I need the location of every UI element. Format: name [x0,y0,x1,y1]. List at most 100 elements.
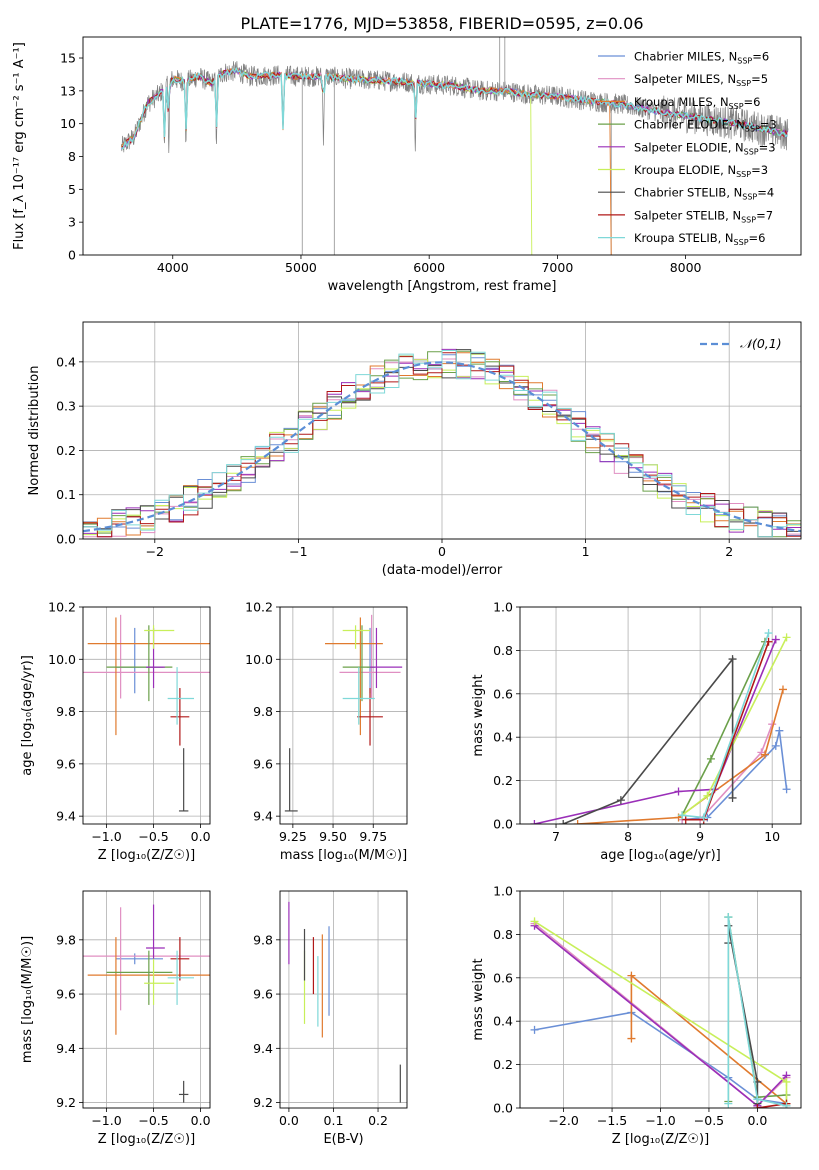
legend-label: Salpeter STELIB, NSSP=7 [634,208,773,224]
weight-marker [724,1099,733,1108]
weight-marker [771,741,780,750]
panel-spectrum: 4000 5000 6000 7000 8000 0 3 5 8 10 13 15 wavelength… [12,36,802,294]
x-tick-label: −1.0 [91,829,121,844]
errorbar-salpeter-stelib [170,937,190,981]
legend-sub: SSP [734,238,749,247]
y-tick-label: 0.0 [56,532,76,547]
errorbar-kroupa-elodie [144,958,175,1005]
errorbar-salpeter-miles [339,614,401,699]
weight-marker [573,820,582,824]
y-tick-label: 9.4 [56,1041,76,1056]
weight-marker [782,785,791,794]
y-tick-label: 9.8 [56,932,76,947]
panel-age-vs-Z: −1.0 −0.5 0.0 9.4 9.6 9.8 10.0 10.2 Z [log₁₀(Z/Z… [20,600,211,864]
plot-area-weight-vs-Z [530,913,791,1108]
weight-marker [778,685,787,694]
y-tick-label: 0.2 [493,773,513,788]
y-tick-label: 0.6 [493,970,513,985]
y-tick-label: 9.8 [253,704,273,719]
y-tick-label: 10.0 [48,652,76,667]
y-tick-label: 8 [68,149,76,164]
x-axis-label: wavelength [Angstrom, rest frame] [328,279,557,294]
y-axis-label: mass weight [471,958,486,1040]
legend-sub: SSP [744,147,759,156]
legend-label: Kroupa STELIB, NSSP=6 [634,231,765,247]
x-tick-label: 1 [582,544,590,559]
legend-label: Kroupa ELODIE, NSSP=3 [634,163,768,179]
weight-marker [775,726,784,735]
plot-area-mass-vs-ebv [288,901,401,1103]
plots-group: 4000 5000 6000 7000 80000358101315wavelength… [12,36,802,1147]
x-tick-label: 7 [552,829,560,844]
x-axis-label: age [log₁₀(age/yr)] [600,848,721,863]
errorbar-kroupa-miles [325,617,383,736]
x-tick-label: 0.0 [279,1113,299,1128]
x-tick-label: 0.2 [368,1113,388,1128]
weight-line-kroupa-miles [577,689,784,824]
y-tick-label: 0.8 [493,643,513,658]
x-tick-label: −2.0 [548,1113,578,1128]
y-tick-label: 9.6 [56,756,76,771]
x-tick-label: 9 [696,829,704,844]
x-axis-label: (data-model)/error [382,563,503,578]
spectrum-legend: Chabrier MILES, NSSP=6 Salpeter MILES, NS… [598,50,777,247]
legend-sub: SSP [736,170,751,179]
axes-frame [279,890,408,1109]
errorbar-salpeter-miles [83,907,210,1011]
axes-frame [82,321,802,540]
x-tick-label: −0.5 [138,1113,168,1128]
errorbar-salpeter-stelib [357,688,383,746]
spectrum-model-kroupa-stelib [121,66,788,150]
plot-area-age-vs-Z [83,614,210,812]
x-tick-label: 0.1 [324,1113,344,1128]
figure-title: PLATE=1776, MJD=53858, FIBERID=0595, z=0… [240,14,643,33]
y-axis-label: Normed distribution [27,366,42,496]
errorbar-chabrier-miles [115,953,163,965]
errorbar-kroupa-elodie [144,625,175,649]
x-tick-label: −1.0 [645,1113,675,1128]
panel-mass-vs-ebv: 0.0 0.1 0.2 9.2 9.4 9.6 9.8 E(B-V) [253,890,408,1147]
y-tick-label: 9.2 [253,1095,273,1110]
weight-marker [782,1101,791,1108]
y-tick-label: 0.2 [493,1057,513,1072]
x-tick-label: −2 [146,544,164,559]
gaussian-reference-line [83,361,801,533]
legend-count: =6 [744,95,761,109]
y-tick-label: 9.6 [253,756,273,771]
weight-line-chabrier-stelib [562,656,734,824]
weight-marker [753,1104,762,1108]
legend-label: Kroupa MILES, NSSP=6 [634,95,760,111]
weight-line-salpeter-elodie [534,639,777,824]
errorbar-chabrier-miles [366,627,374,694]
y-tick-label: 9.4 [253,809,273,824]
y-tick-label: 0.2 [56,443,76,458]
weight-marker [724,913,733,922]
legend-count: =3 [760,118,777,132]
legend-label: Salpeter MILES, NSSP=5 [634,72,768,88]
weight-marker [760,750,769,759]
x-tick-label: 0 [438,544,446,559]
panel-weight-vs-Z: −2.0 −1.5 −1.0 −0.5 0.0 0.0 0.2 0.4 0.6 0.8 1.0 Z [… [471,884,802,1147]
y-tick-label: 3 [68,215,76,230]
errorbar-chabrier-stelib [178,1080,189,1103]
y-axis-label: mass weight [471,674,486,756]
weight-marker [616,796,625,805]
y-tick-label: 0.1 [56,487,76,502]
y-tick-label: 0.0 [493,1101,513,1116]
weight-marker [782,633,791,642]
errorbar-salpeter-elodie [146,904,165,959]
axes-frame [279,606,408,825]
y-tick-label: 0 [68,248,76,263]
weight-marker [678,811,687,820]
x-tick-label: 9.25 [279,829,307,844]
panel-residuals: −2 −1 0 1 2 0.0 0.1 0.2 0.3 0.4 (data-model)/error… [27,321,802,578]
panel-mass-vs-Z: −1.0 −0.5 0.0 9.2 9.4 9.6 9.8 Z [log₁₀(Z/Z☉)] ma… [20,890,211,1147]
y-tick-label: 10.2 [48,600,76,615]
x-tick-label: 9.75 [359,829,387,844]
y-axis-label: Flux [f_λ 10⁻¹⁷ erg cm⁻² s⁻¹ A⁻¹] [12,42,27,250]
y-tick-label: 9.8 [56,704,76,719]
x-axis-label: Z [log₁₀(Z/Z☉)] [98,1132,195,1147]
x-axis-label: mass [log₁₀(M/M☉)] [280,848,407,863]
y-tick-label: 1.0 [493,884,513,899]
x-tick-label: 2 [725,544,733,559]
